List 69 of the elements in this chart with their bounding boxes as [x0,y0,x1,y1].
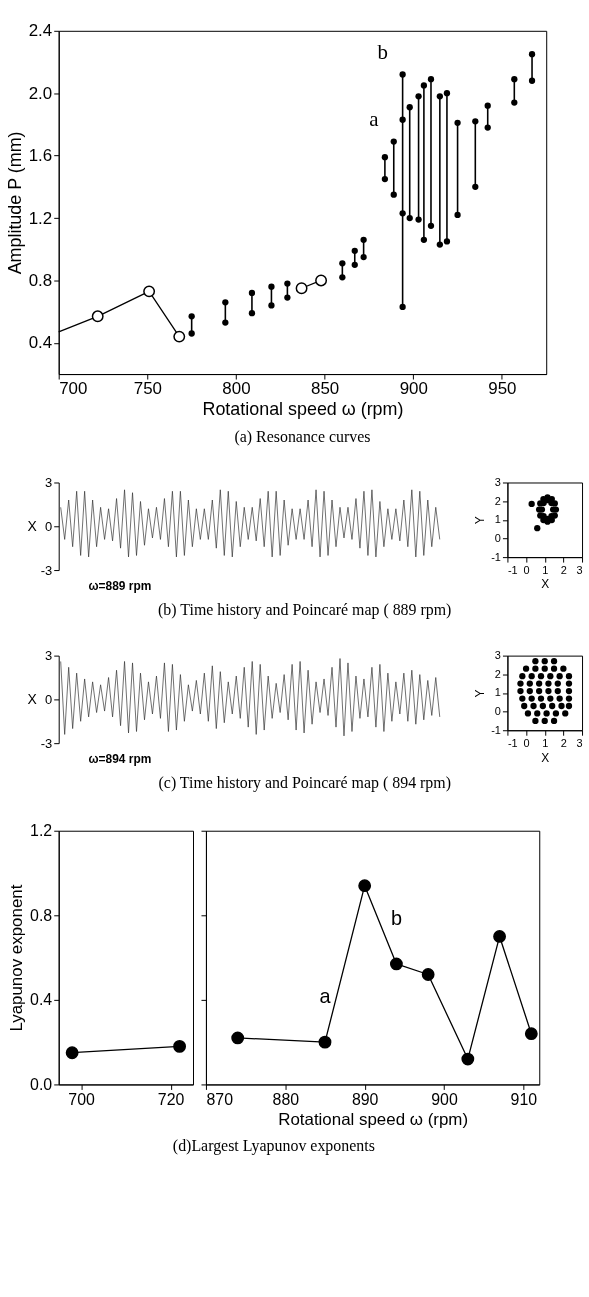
y-tick-label: 2.0 [28,83,53,103]
x-tick-label: 870 [206,1090,234,1108]
x-tick-label: 720 [157,1090,185,1108]
y-tick-label: 0 [45,518,53,534]
y-axis-title: Lyapunov exponent [7,884,27,1032]
x-tick-label: 1 [542,563,549,576]
y-tick-label: 3 [494,475,501,488]
text: (c) Time history and Poincaré map ( 894 rpm) [158,774,451,793]
y-tick-label: 2 [494,494,501,507]
x-tick-label: 880 [272,1090,300,1108]
x-tick-label: 3 [576,563,583,576]
x-tick-label: 950 [488,379,517,399]
y-tick-label: 0.8 [30,906,53,924]
y-tick-label: 0 [494,705,501,718]
y-axis-title: X [27,690,37,707]
x-tick-label: 2 [560,736,567,749]
text: (b) Time history and Poincaré map ( 889 rpm) [158,601,452,620]
y-tick-label: -1 [491,723,501,736]
y-tick-label: 1.2 [30,822,53,840]
y-tick-label: 0.0 [30,1075,53,1093]
x-tick-label: -1 [507,736,518,749]
x-tick-label: 800 [222,379,251,399]
y-tick-label: 1.2 [28,208,53,228]
y-tick-label: 3 [45,648,53,664]
y-tick-label: 0 [45,691,53,707]
x-axis-title: X [541,750,550,765]
y-axis-title: Y [473,516,488,525]
annotation: a [319,985,332,1008]
annotation: a [369,106,379,131]
x-tick-label: 700 [59,379,88,399]
x-axis-title: Rotational speed ω (rpm) [202,399,404,420]
y-tick-label: 0.4 [30,991,53,1009]
x-tick-label: -1 [507,563,518,576]
y-axis-title: Y [473,689,488,698]
y-tick-label: 1 [494,513,501,526]
y-tick-label: 3 [45,474,53,490]
y-tick-label: 3 [494,649,501,662]
y-tick-label: -3 [40,735,53,751]
y-tick-label: 2 [494,667,501,680]
annotation: b [377,39,388,64]
x-tick-label: 910 [510,1090,538,1108]
x-tick-label: 900 [431,1090,458,1108]
x-tick-label: 890 [351,1090,379,1108]
x-axis-title: Rotational speed ω (rpm) [278,1109,469,1129]
y-tick-label: 0.8 [28,270,53,290]
text: ω=889 rpm [88,578,152,593]
x-tick-label: 3 [576,736,583,749]
x-tick-label: 900 [399,379,428,399]
y-tick-label: 1.6 [28,146,53,166]
y-tick-label: 1 [494,686,501,699]
text: (d)Largest Lyapunov exponents [172,1136,375,1155]
y-tick-label: -1 [491,550,501,563]
y-tick-label: -3 [40,562,53,578]
x-tick-label: 1 [542,736,549,749]
x-tick-label: 700 [68,1090,95,1108]
x-axis-title: X [541,577,550,592]
x-tick-label: 2 [560,563,567,576]
y-tick-label: 0 [494,531,501,544]
y-tick-label: 2.4 [28,21,53,41]
y-tick-label: 0.4 [28,333,53,353]
x-tick-label: 750 [133,379,162,399]
y-axis-title: X [27,517,37,534]
annotation: b [390,907,402,930]
x-tick-label: 850 [311,379,340,399]
text: (a) Resonance curves [234,427,371,446]
y-axis-title: Amplitude P (mm) [4,131,25,275]
x-tick-label: 0 [523,563,530,576]
x-tick-label: 0 [523,736,530,749]
text: ω=894 rpm [88,752,152,767]
